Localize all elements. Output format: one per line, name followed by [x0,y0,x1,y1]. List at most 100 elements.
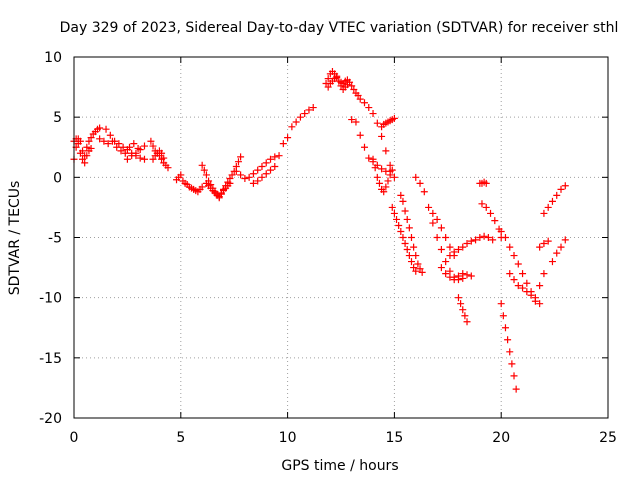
data-point [301,110,309,118]
data-point [397,191,405,199]
data-point [136,146,144,154]
data-point [121,149,129,157]
data-point [527,291,535,299]
data-point [130,140,138,148]
y-tick-label: -5 [48,231,62,247]
data-point [446,243,454,251]
y-tick-label: -20 [39,411,62,427]
data-point [360,99,368,107]
data-point [523,279,531,287]
data-point [249,179,257,187]
data-point [324,75,332,83]
data-point [215,194,223,202]
data-point [271,163,279,171]
data-point [369,110,377,118]
data-point [333,72,341,80]
data-point [373,119,381,127]
data-point [561,182,569,190]
series-arc-33 [540,182,569,217]
data-point [410,264,418,272]
data-point [442,270,450,278]
plot-frame [73,56,609,419]
data-point [407,234,415,241]
data-point [382,183,390,191]
x-tick-label: 15 [385,430,403,446]
data-point [217,190,225,198]
series-arc-10 [202,179,234,202]
data-point [429,209,437,217]
data-point [510,372,518,380]
data-point [425,203,433,211]
data-point [284,134,292,142]
data-point [371,164,379,172]
data-point [397,227,405,235]
data-point [401,240,409,248]
y-axis-label: SDTVAR / TECUs [7,181,23,296]
data-point [237,153,245,161]
data-point [200,166,208,174]
data-point [557,243,565,251]
data-point [459,243,467,251]
data-point [504,336,512,344]
data-point [519,284,527,292]
data-point [401,207,409,215]
data-point [254,177,262,185]
data-point [536,300,544,308]
data-point [226,179,234,187]
data-point [508,360,516,368]
data-point [476,234,484,241]
data-point [548,258,556,266]
data-point [454,272,462,280]
data-point [83,152,91,160]
series-arc-26 [454,294,471,326]
data-point [514,260,522,268]
y-tick-label: 0 [53,170,62,186]
data-point [292,118,300,126]
data-point [378,165,386,173]
data-point [271,153,279,161]
y-tick-label: 5 [53,110,62,126]
data-point [506,270,514,278]
data-point [484,234,492,241]
data-point [288,123,296,131]
data-point [553,191,561,199]
data-point [463,271,471,279]
data-point [96,124,104,132]
data-point [198,161,206,169]
data-point [420,188,428,196]
x-axis-label: GPS time / hours [281,458,398,474]
data-point [335,77,343,85]
data-point [360,143,368,151]
data-point [450,248,458,256]
data-point [463,318,471,326]
data-point [140,155,148,163]
data-point [437,246,445,254]
data-point [510,252,518,260]
data-point [262,170,270,178]
data-point [499,312,507,320]
data-point [104,140,112,148]
data-point [123,146,131,154]
data-point [480,232,488,240]
data-point [113,143,121,151]
data-point [369,155,377,163]
data-point [119,143,127,151]
data-point [382,147,390,155]
data-point [337,82,345,90]
data-point [497,227,505,235]
data-point [136,154,144,162]
data-point [249,170,257,178]
data-point [390,173,398,181]
x-tick-label: 0 [70,430,79,446]
data-point [258,173,266,181]
data-point [128,152,136,160]
data-point [454,294,462,302]
data-point [457,300,465,308]
data-point [482,203,490,211]
data-point [548,197,556,205]
data-point [536,243,544,251]
data-point [228,171,236,179]
series-arc-8 [173,171,206,196]
data-point [388,203,396,211]
